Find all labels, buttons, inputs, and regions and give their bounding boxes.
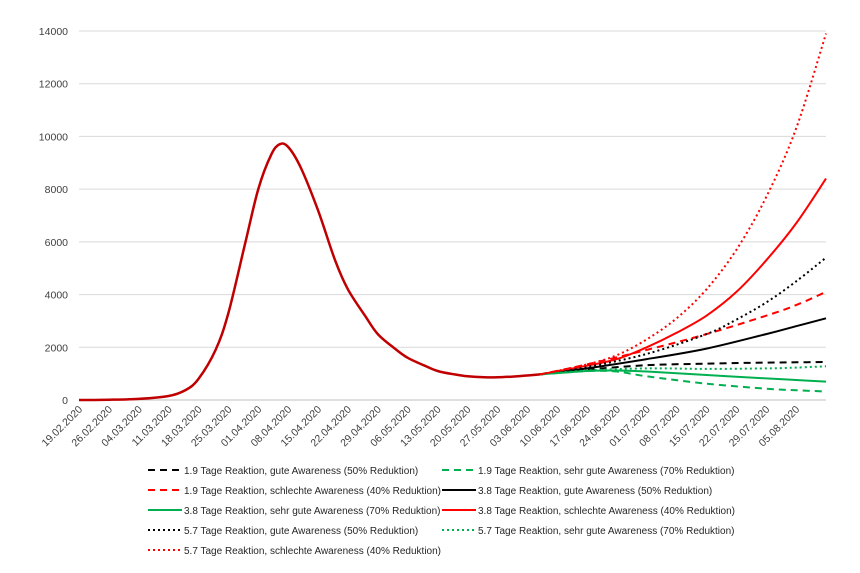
gridlines — [79, 30, 826, 401]
y-tick-label: 8000 — [45, 184, 69, 196]
legend-label: 3.8 Tage Reaktion, schlechte Awareness (… — [478, 506, 735, 517]
plot-area — [78, 33, 827, 402]
series-line-9 — [539, 33, 827, 376]
legend-label: 5.7 Tage Reaktion, sehr gute Awareness (… — [478, 526, 734, 537]
x-axis: 19.02.202026.02.202004.03.202011.03.2020… — [39, 399, 826, 449]
y-tick-label: 2000 — [45, 342, 69, 354]
legend-label: 5.7 Tage Reaktion, schlechte Awareness (… — [184, 546, 441, 557]
y-tick-label: 4000 — [45, 290, 69, 302]
series-line-1 — [539, 361, 827, 376]
legend-label: 3.8 Tage Reaktion, gute Awareness (50% R… — [478, 486, 712, 497]
legend-label: 3.8 Tage Reaktion, sehr gute Awareness (… — [184, 506, 440, 517]
series-line-4 — [539, 317, 827, 376]
legend-label: 5.7 Tage Reaktion, gute Awareness (50% R… — [184, 526, 418, 537]
y-axis: 0 2000 4000 6000 8000 10000 12000 14000 — [39, 26, 68, 407]
y-tick-label: 10000 — [39, 131, 68, 143]
legend-label: 1.9 Tage Reaktion, gute Awareness (50% R… — [184, 466, 418, 477]
legend-label: 1.9 Tage Reaktion, schlechte Awareness (… — [184, 486, 441, 497]
legend-label: 1.9 Tage Reaktion, sehr gute Awareness (… — [478, 466, 734, 477]
y-tick-label: 12000 — [39, 79, 68, 91]
legend: 1.9 Tage Reaktion, gute Awareness (50% R… — [148, 466, 735, 557]
y-tick-label: 6000 — [45, 237, 69, 249]
series-line-5 — [539, 369, 827, 383]
series-line-7 — [539, 256, 827, 376]
y-tick-label: 0 — [62, 395, 68, 407]
series-line-6 — [539, 178, 827, 376]
series-line-8 — [539, 365, 827, 376]
series-line-history — [78, 142, 541, 402]
y-tick-label: 14000 — [39, 26, 68, 38]
